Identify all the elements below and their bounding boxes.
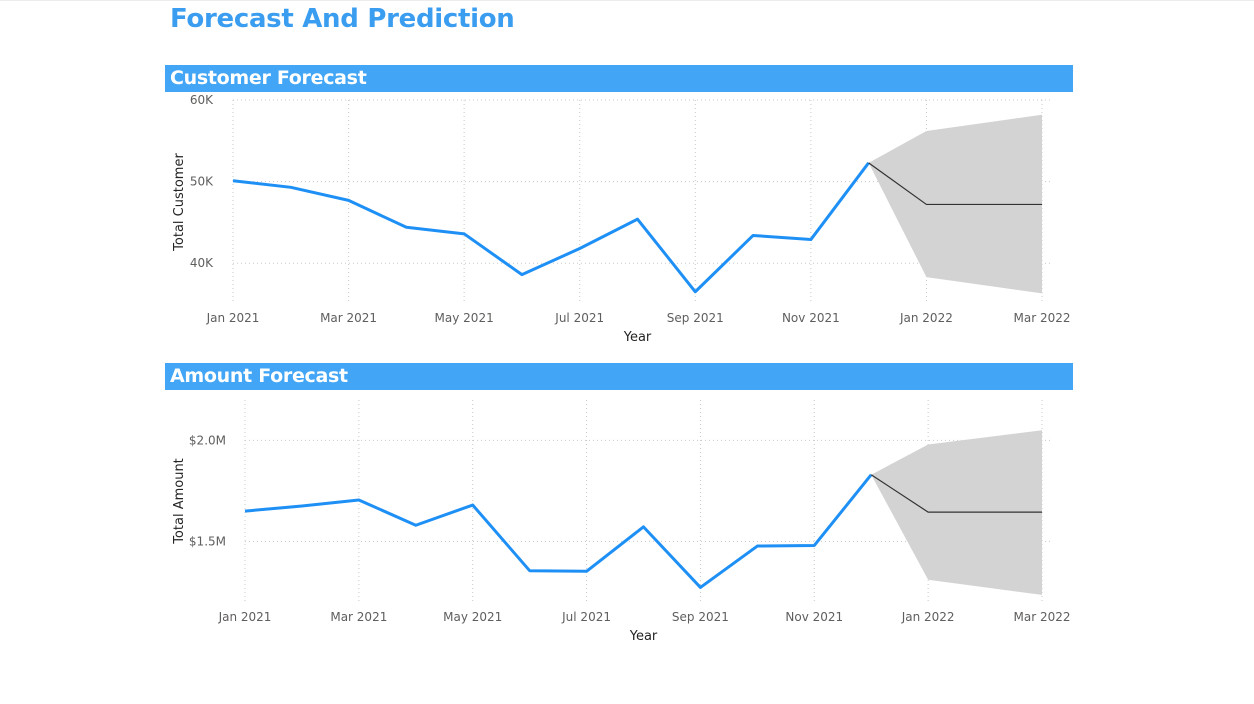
y-tick-label: $2.0M [189, 433, 226, 447]
y-tick-label: 60K [190, 93, 214, 107]
customer-forecast-header: Customer Forecast [165, 65, 1073, 92]
x-tick-label: Jan 2021 [218, 610, 272, 624]
x-tick-label: Mar 2021 [330, 610, 387, 624]
y-tick-label: 40K [190, 256, 214, 270]
x-tick-label: Mar 2021 [320, 311, 377, 325]
actual-point[interactable] [635, 216, 641, 222]
x-tick-label: Nov 2021 [785, 610, 843, 624]
x-tick-label: Jan 2021 [206, 311, 260, 325]
x-tick-label: Jul 2021 [561, 610, 611, 624]
actual-point[interactable] [811, 542, 817, 548]
x-tick-label: Sep 2021 [667, 311, 724, 325]
y-tick-label: 50K [190, 175, 214, 189]
actual-point[interactable] [754, 543, 760, 549]
forecast-series-line[interactable] [870, 474, 1042, 513]
forecast-series-line[interactable] [868, 162, 1042, 206]
amount-forecast-chart[interactable]: $2.0M $1.5M Jan 2021 Mar 2021 May 2021 Jul 20… [0, 390, 1254, 650]
x-tick-label: Mar 2022 [1014, 311, 1071, 325]
x-tick-label: Jan 2022 [899, 311, 953, 325]
x-axis-title: Year [623, 330, 652, 345]
actual-point[interactable] [750, 232, 756, 238]
actual-point[interactable] [413, 522, 419, 528]
x-tick-label: Jan 2022 [901, 610, 955, 624]
customer-forecast-title: Customer Forecast [170, 67, 367, 89]
x-tick-label: Sep 2021 [672, 610, 729, 624]
actual-point[interactable] [230, 178, 236, 184]
page-title: Forecast And Prediction [170, 4, 515, 34]
actual-point[interactable] [356, 497, 362, 503]
actual-series-line[interactable] [232, 161, 870, 294]
actual-point[interactable] [461, 231, 467, 237]
x-tick-label: Nov 2021 [782, 311, 840, 325]
actual-point[interactable] [242, 508, 248, 514]
actual-series-line[interactable] [244, 473, 873, 589]
actual-point[interactable] [288, 184, 294, 190]
actual-point[interactable] [692, 289, 698, 295]
actual-point[interactable] [346, 197, 352, 203]
top-divider [0, 0, 1254, 1]
actual-point[interactable] [577, 246, 583, 252]
x-tick-label: May 2021 [435, 311, 494, 325]
actual-point[interactable] [403, 224, 409, 230]
y-axis-title: Total Customer [172, 153, 187, 252]
x-tick-label: May 2021 [443, 610, 502, 624]
x-tick-label: Jul 2021 [554, 311, 604, 325]
actual-point[interactable] [697, 584, 703, 590]
actual-point[interactable] [808, 237, 814, 243]
actual-point[interactable] [641, 524, 647, 530]
actual-point[interactable] [299, 503, 305, 509]
actual-point[interactable] [519, 272, 525, 278]
amount-forecast-title: Amount Forecast [170, 365, 348, 387]
actual-point[interactable] [470, 502, 476, 508]
actual-point[interactable] [868, 472, 874, 478]
actual-point[interactable] [584, 568, 590, 574]
x-tick-label: Mar 2022 [1014, 610, 1071, 624]
y-tick-label: $1.5M [189, 534, 226, 548]
y-axis-title: Total Amount [172, 458, 187, 545]
actual-point[interactable] [527, 568, 533, 574]
customer-forecast-chart[interactable]: 60K 50K 40K Jan 2021 Mar 2021 May 2021 Jul 202… [0, 92, 1254, 352]
x-axis-title: Year [629, 629, 658, 644]
amount-forecast-header: Amount Forecast [165, 363, 1073, 390]
